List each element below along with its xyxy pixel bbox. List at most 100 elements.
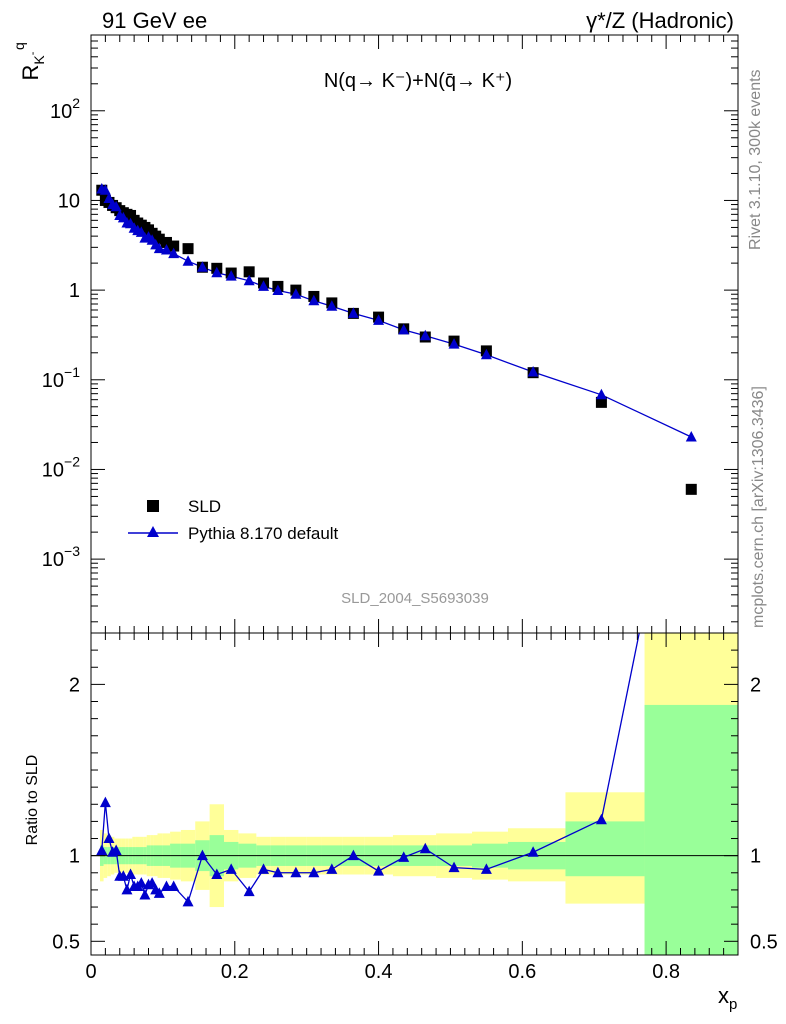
ratio-panel-frame	[90, 632, 739, 956]
pythia-point	[110, 200, 122, 212]
main-y-tick-label: 10−2	[42, 453, 80, 481]
sld-point	[168, 240, 180, 252]
ratio-pythia-point	[110, 844, 122, 856]
main-y-tick-label: 10−1	[42, 364, 80, 392]
ratio-y-tick-labels: 0.5 0.5 1 1 2 2	[52, 674, 778, 953]
pythia-point	[182, 255, 194, 266]
sld-point	[595, 396, 607, 408]
main-panel-frame	[90, 34, 739, 634]
ratio-pythia-point	[160, 880, 172, 891]
main-y-tick-label: 10−3	[42, 543, 80, 571]
ratio-x-tick-label: 0	[85, 961, 96, 983]
ratio-y-axis-label: Ratio to SLD	[24, 755, 41, 846]
mcplots-label: mcplots.cern.ch [arXiv:1306.3436]	[750, 386, 767, 628]
pythia-point	[347, 307, 359, 318]
pythia-point	[595, 388, 607, 400]
pythia-point	[398, 323, 410, 335]
legend-sld-marker	[147, 500, 159, 512]
ratio-x-tick-labels: 0 0.2 0.4 0.6 0.8	[85, 961, 680, 983]
ratio-pythia-point	[225, 863, 237, 874]
ratio-pythia-point	[373, 865, 385, 876]
xlabel-sub-p: p	[729, 996, 737, 1013]
ratio-pythia-point	[258, 863, 270, 874]
svg-text:RK-: RK-	[18, 51, 47, 80]
ratio-pythia-point	[103, 832, 115, 844]
legend: SLD Pythia 8.170 default	[128, 497, 339, 543]
ratio-panel: 0.5 0.5 1 1 2 2 0 0.2 0.4 0.6 0.8 Ratio to SLD xp	[24, 370, 778, 1013]
ratio-y-tick-label-right: 1	[750, 846, 761, 868]
pythia-point	[258, 280, 270, 291]
main-y-tick-label-base: 10	[42, 459, 64, 481]
sld-point	[153, 233, 165, 245]
pythia-point	[272, 284, 284, 296]
sld-point	[182, 243, 194, 255]
ratio-pythia-point	[398, 851, 410, 862]
pythia-point	[290, 288, 302, 299]
ratio-pythia-point	[308, 866, 320, 878]
ratio-y-tick-label-right: 2	[750, 674, 761, 696]
pythia-point	[196, 261, 208, 272]
pythia-point	[99, 184, 111, 195]
main-plot-content	[96, 183, 697, 495]
ratio-pythia-point	[196, 849, 208, 861]
main-y-tick-label: 102	[50, 95, 80, 123]
ratio-pythia-point	[243, 885, 255, 897]
ratio-x-tick-label: 0.8	[652, 961, 680, 983]
pythia-point	[527, 366, 539, 377]
pythia-point	[448, 338, 460, 349]
ratio-pythia-point	[448, 861, 460, 873]
ratio-x-tick-label: 0.4	[365, 961, 393, 983]
pythia-point	[153, 242, 165, 254]
ratio-x-tick-label: 0.6	[508, 961, 536, 983]
ratio-pythia-point	[347, 849, 359, 861]
ratio-y-tick-label-right: 0.5	[750, 931, 778, 953]
ratio-pythia-point	[290, 866, 302, 878]
watermark: SLD_2004_S5693039	[341, 590, 489, 607]
ratio-pythia-point	[480, 863, 492, 874]
ratio-pythia-point	[527, 846, 539, 857]
pythia-point	[308, 294, 320, 306]
x-axis-label: xp	[718, 983, 737, 1013]
main-y-tick-label-exp: −1	[64, 364, 80, 380]
stat-uncertainty-band	[565, 821, 645, 877]
ratio-pythia-point	[99, 796, 111, 808]
pythia-point	[243, 274, 255, 286]
ylabel-sup-q: q	[11, 42, 27, 50]
ylabel-sub-sup: -	[27, 51, 39, 55]
rivet-label: Rivet 3.1.10, 300k events	[747, 69, 764, 250]
main-y-axis-label: RK- q	[11, 42, 47, 80]
ratio-pythia-point	[272, 866, 284, 878]
ratio-axis-ticks	[90, 633, 739, 955]
ylabel-sub-k: K	[31, 55, 47, 65]
main-y-tick-label-base: 10	[50, 101, 72, 123]
ratio-pythia-point	[96, 844, 108, 856]
legend-pythia-label: Pythia 8.170 default	[188, 524, 339, 543]
ratio-pythia-point	[326, 863, 338, 874]
ratio-pythia-point	[686, 370, 697, 381]
ratio-pythia-point	[211, 868, 223, 879]
ratio-pythia-point	[121, 883, 133, 895]
ratio-pythia-point	[153, 887, 165, 898]
sld-point	[243, 266, 255, 278]
annotation: N(q→ K⁻)+N(q̄→ K⁺)	[324, 70, 512, 92]
main-y-tick-label: 1	[69, 280, 80, 302]
pythia-point	[160, 244, 172, 255]
pythia-point	[168, 247, 180, 259]
pythia-point	[225, 270, 237, 281]
main-y-tick-label-base: 10	[58, 190, 80, 212]
stat-uncertainty-band	[644, 704, 738, 955]
legend-sld-label: SLD	[188, 497, 221, 516]
sld-point	[160, 236, 172, 248]
ratio-y-tick-label-left: 1	[69, 846, 80, 868]
pythia-point	[326, 300, 338, 311]
ratio-pythia-point	[125, 868, 137, 879]
main-y-tick-label: 10	[58, 190, 80, 212]
header-right: γ*/Z (Hadronic)	[586, 8, 734, 33]
ratio-x-tick-label: 0.2	[221, 961, 249, 983]
ratio-pythia-point	[135, 877, 147, 888]
ratio-pythia-point	[419, 842, 431, 854]
ratio-y-tick-label-left: 0.5	[52, 931, 80, 953]
legend-pythia-marker	[147, 526, 159, 537]
